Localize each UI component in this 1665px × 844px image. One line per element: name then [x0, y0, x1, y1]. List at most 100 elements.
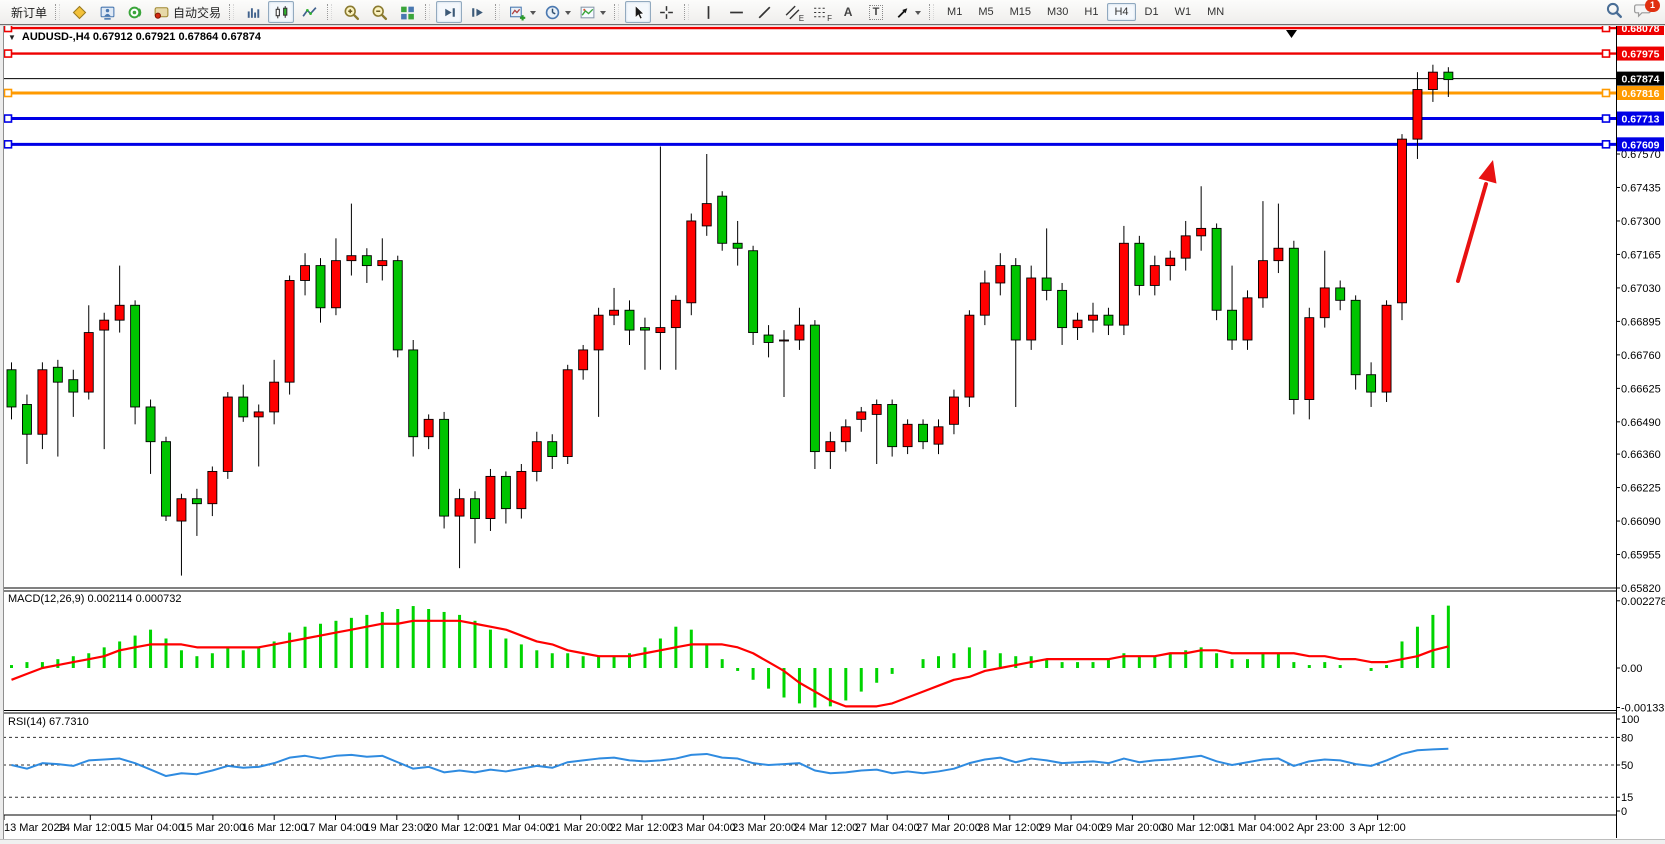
- zoom-out-button[interactable]: [366, 1, 392, 23]
- arrows-icon: [894, 4, 911, 21]
- svg-text:16 Mar 12:00: 16 Mar 12:00: [242, 822, 307, 834]
- toolbar-group-grip: [614, 4, 620, 20]
- crosshair-button[interactable]: [653, 1, 679, 23]
- candle-chart-button[interactable]: [268, 1, 295, 23]
- svg-text:24 Mar 12:00: 24 Mar 12:00: [793, 822, 858, 834]
- object-anchor-marker: [1286, 30, 1297, 38]
- rsi-line: [11, 747, 1449, 778]
- svg-text:0.67300: 0.67300: [1621, 216, 1661, 228]
- market-watch-button[interactable]: [94, 1, 120, 23]
- timeframe-m5-button[interactable]: M5: [978, 6, 994, 18]
- timeframe-m30-button[interactable]: M30: [1047, 6, 1069, 18]
- zoom-in-button[interactable]: [338, 1, 364, 23]
- rsi-indicator-label: RSI(14) 67.7310: [8, 716, 89, 728]
- svg-text:0.00: 0.00: [1621, 663, 1642, 675]
- svg-text:17 Mar 04:00: 17 Mar 04:00: [303, 822, 368, 834]
- svg-text:0.67609: 0.67609: [1622, 139, 1660, 151]
- arrows-tool-button[interactable]: [891, 1, 924, 23]
- svg-text:21 Mar 04:00: 21 Mar 04:00: [487, 822, 552, 834]
- svg-text:0.67570: 0.67570: [1621, 149, 1661, 161]
- svg-text:0.66760: 0.66760: [1621, 350, 1661, 362]
- svg-text:31 Mar 04:00: 31 Mar 04:00: [1223, 822, 1288, 834]
- svg-text:0.67435: 0.67435: [1621, 182, 1661, 194]
- timeframe-d1-button[interactable]: D1: [1144, 6, 1159, 18]
- window-bottom-edge: [0, 839, 1665, 844]
- timeframe-w1-button[interactable]: W1: [1174, 6, 1192, 18]
- chart-window-icon-button[interactable]: [66, 1, 92, 23]
- auto-scroll-button[interactable]: [436, 1, 463, 23]
- linechart-icon: [301, 4, 318, 21]
- svg-text:15: 15: [1621, 792, 1633, 804]
- svg-text:3 Apr 12:00: 3 Apr 12:00: [1349, 822, 1405, 834]
- zoomout-icon: [371, 4, 388, 21]
- timeframe-mn-button[interactable]: MN: [1207, 6, 1225, 18]
- cursor-button[interactable]: [625, 1, 652, 23]
- svg-text:0.67874: 0.67874: [1622, 74, 1660, 86]
- chart-title-bar: ▼ AUDUSD-,H4 0.67912 0.67921 0.67864 0.6…: [8, 31, 261, 43]
- timeframe-m1-button[interactable]: M1: [947, 6, 963, 18]
- svg-text:50: 50: [1621, 760, 1633, 772]
- zoomin-icon: [343, 4, 360, 21]
- timeframe-h4-button[interactable]: H4: [1107, 3, 1136, 21]
- equidistant-channel-button[interactable]: E: [779, 1, 805, 23]
- trendline-button[interactable]: [751, 1, 777, 23]
- toolbar-right: 1: [1600, 0, 1661, 23]
- line-handles[interactable]: [3, 23, 1611, 149]
- autotrade-button-label: 自动交易: [173, 5, 222, 20]
- svg-text:0.67975: 0.67975: [1622, 49, 1660, 61]
- trend-icon: [756, 4, 773, 21]
- svg-text:0.67713: 0.67713: [1622, 114, 1660, 126]
- autotrade-button[interactable]: 自动交易: [150, 1, 224, 23]
- svg-text:0.67030: 0.67030: [1621, 283, 1661, 295]
- fibonacci-button[interactable]: F: [807, 1, 833, 23]
- svg-text:0.66625: 0.66625: [1621, 383, 1661, 395]
- vertical-line-button[interactable]: [695, 1, 721, 23]
- new-chart-dropdown-button[interactable]: [506, 1, 539, 23]
- timeframe-m15-button[interactable]: M15: [1009, 6, 1031, 18]
- svg-text:0.67165: 0.67165: [1621, 249, 1661, 261]
- template-icon: [579, 4, 596, 21]
- svg-text:0.68078: 0.68078: [1622, 23, 1660, 35]
- line-chart-button[interactable]: [296, 1, 322, 23]
- equidistant-channel-button-sub-letter: E: [798, 14, 805, 23]
- toolbar-group-grip: [229, 4, 235, 20]
- text-label-tool-button[interactable]: T: [863, 1, 889, 23]
- svg-text:28 Mar 12:00: 28 Mar 12:00: [977, 822, 1042, 834]
- symbol-collapse-icon[interactable]: ▼: [8, 32, 16, 42]
- search-button[interactable]: [1601, 1, 1627, 23]
- newchart-icon: [509, 4, 526, 21]
- text-tool-button[interactable]: A: [835, 1, 861, 23]
- diamond-icon: [71, 4, 88, 21]
- channel-icon: [784, 4, 801, 21]
- periods-dropdown-button[interactable]: [541, 1, 574, 23]
- toolbar-group-grip: [495, 4, 501, 20]
- candles-layer: [6, 64, 1454, 576]
- window-left-edge: [0, 25, 4, 844]
- chart-shift-button[interactable]: [464, 1, 490, 23]
- notifications-button[interactable]: 1: [1629, 0, 1660, 23]
- price-axis[interactable]: 0.67570 0.67435 0.67300 0.67165 0.67030 0.668…: [1616, 149, 1665, 818]
- svg-text:27 Mar 04:00: 27 Mar 04:00: [855, 822, 920, 834]
- bar-chart-button[interactable]: [240, 1, 266, 23]
- timeframe-h1-button[interactable]: H1: [1084, 6, 1099, 18]
- templates-dropdown-button[interactable]: [576, 1, 609, 23]
- signal-icon: [127, 4, 144, 21]
- tiles-icon: [399, 4, 416, 21]
- new-order-button-label: 新订单: [11, 5, 48, 20]
- toolbar: 新订单 自动交易 E F A T M1 M5 M15 M30 H1 H4 D1 W1 MN 1: [0, 0, 1665, 25]
- arrow-annotation[interactable]: [1456, 160, 1497, 283]
- svg-text:0.66490: 0.66490: [1621, 417, 1661, 429]
- svg-text:0.002278: 0.002278: [1621, 596, 1665, 608]
- horizontal-line-button[interactable]: [723, 1, 749, 23]
- toolbar-group-grip: [425, 4, 431, 20]
- signal-service-button[interactable]: [122, 1, 148, 23]
- autoscroll-icon: [441, 4, 458, 21]
- new-order-button[interactable]: 新订单: [5, 1, 50, 23]
- svg-text:13 Mar 2023: 13 Mar 2023: [4, 822, 66, 834]
- periods-dropdown-button-caret-icon: [565, 10, 572, 18]
- tile-windows-button[interactable]: [394, 1, 420, 23]
- shift-icon: [469, 4, 486, 21]
